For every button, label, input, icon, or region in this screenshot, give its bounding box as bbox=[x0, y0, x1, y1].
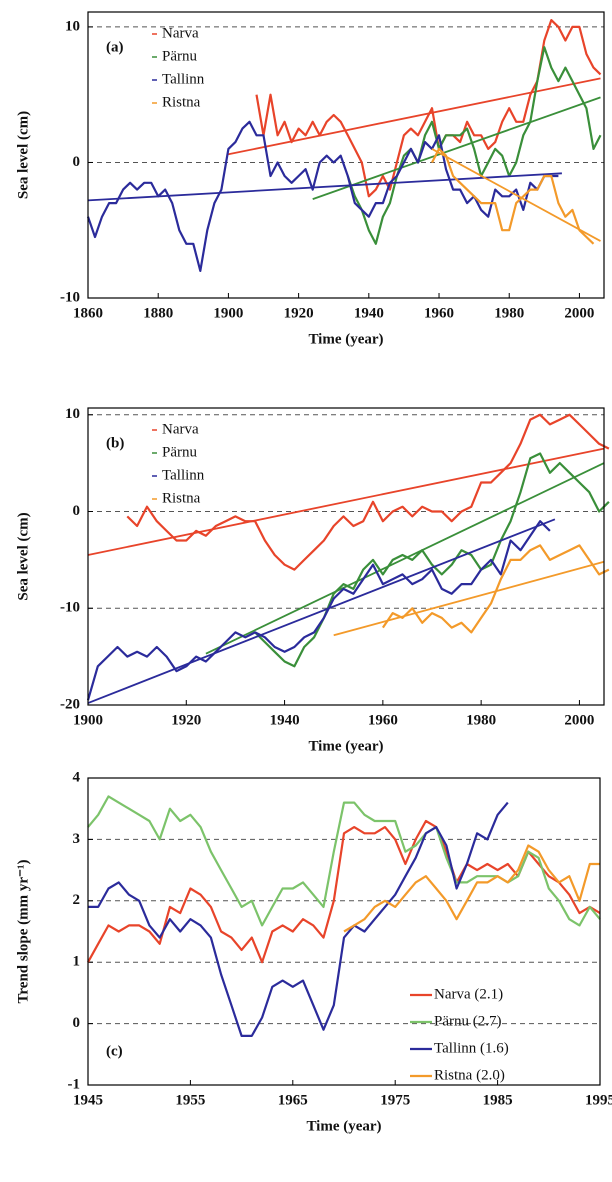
x-tick-label: 1900 bbox=[213, 305, 243, 321]
legend-label: Narva (2.1) bbox=[434, 986, 503, 1002]
plot-frame bbox=[87, 11, 605, 299]
y-tick-label: 4 bbox=[73, 769, 81, 785]
x-tick-label: 1920 bbox=[284, 305, 314, 321]
y-tick-label: -20 bbox=[60, 696, 80, 712]
y-tick-label: 1 bbox=[73, 954, 81, 970]
x-tick-label: 1945 bbox=[73, 1092, 103, 1108]
x-tick-label: 1980 bbox=[466, 712, 496, 728]
trend-line bbox=[205, 462, 605, 655]
x-tick-label: 1940 bbox=[270, 712, 300, 728]
x-tick-label: 1960 bbox=[424, 305, 454, 321]
y-tick-label: -1 bbox=[68, 1076, 81, 1092]
trend-line bbox=[333, 560, 605, 637]
panel-label: (b) bbox=[106, 435, 124, 451]
x-tick-label: 1860 bbox=[73, 305, 103, 321]
y-axis-label: Sea level (cm) bbox=[15, 111, 31, 199]
trend-line bbox=[431, 148, 601, 242]
panel-label: (a) bbox=[106, 39, 124, 55]
x-axis-label: Time (year) bbox=[308, 738, 383, 754]
series-line bbox=[431, 147, 595, 245]
y-tick-label: 2 bbox=[73, 892, 81, 908]
legend-label: Narva bbox=[162, 421, 199, 437]
legend-label: Tallinn (1.6) bbox=[434, 1040, 509, 1056]
series-line bbox=[86, 120, 559, 272]
series-line bbox=[87, 819, 601, 964]
panel-label: (c) bbox=[106, 1043, 123, 1059]
trend-line bbox=[228, 77, 601, 156]
x-axis-label: Time (year) bbox=[308, 331, 383, 347]
trend-line bbox=[312, 96, 601, 200]
y-tick-label: 0 bbox=[73, 503, 81, 519]
x-tick-label: 1960 bbox=[368, 712, 398, 728]
y-tick-label: 0 bbox=[73, 1015, 81, 1031]
y-axis-label: Trend slope (mm yr⁻¹) bbox=[15, 860, 31, 1004]
trend-line bbox=[87, 172, 562, 202]
x-tick-label: 1955 bbox=[175, 1092, 205, 1108]
y-tick-label: 3 bbox=[73, 831, 81, 847]
x-tick-label: 1975 bbox=[380, 1092, 410, 1108]
legend-label: Pärnu (2.7) bbox=[434, 1013, 502, 1029]
x-tick-label: 2000 bbox=[564, 712, 594, 728]
y-tick-label: 0 bbox=[73, 154, 81, 170]
series-line bbox=[88, 801, 509, 1037]
trend-line bbox=[87, 447, 605, 556]
legend-label: Ristna bbox=[162, 490, 201, 506]
series-line bbox=[86, 520, 551, 701]
y-axis-label: Sea level (cm) bbox=[15, 512, 31, 600]
legend-label: Pärnu bbox=[162, 444, 197, 460]
y-tick-label: 10 bbox=[65, 18, 80, 34]
series-line bbox=[126, 413, 610, 571]
legend-label: Pärnu bbox=[162, 48, 197, 64]
series-line bbox=[254, 452, 610, 668]
y-tick-label: 10 bbox=[65, 406, 80, 422]
x-tick-label: 1940 bbox=[354, 305, 384, 321]
series-line bbox=[346, 46, 602, 245]
plot-frame bbox=[87, 407, 605, 706]
trend-line bbox=[87, 518, 556, 704]
legend-label: Tallinn bbox=[162, 467, 205, 483]
x-tick-label: 1900 bbox=[73, 712, 103, 728]
plot-frame bbox=[87, 777, 601, 1086]
series-line bbox=[87, 795, 601, 927]
x-tick-label: 1880 bbox=[143, 305, 173, 321]
legend-label: Tallinn bbox=[162, 71, 205, 87]
x-tick-label: 2000 bbox=[564, 305, 594, 321]
y-tick-label: -10 bbox=[60, 289, 80, 305]
series-line bbox=[343, 844, 600, 933]
legend-label: Narva bbox=[162, 25, 199, 41]
x-tick-label: 1965 bbox=[278, 1092, 308, 1108]
legend-label: Ristna (2.0) bbox=[434, 1067, 505, 1083]
y-tick-label: -10 bbox=[60, 600, 80, 616]
legend-label: Ristna bbox=[162, 94, 201, 110]
series-line bbox=[255, 19, 602, 198]
x-tick-label: 1985 bbox=[483, 1092, 513, 1108]
x-tick-label: 1920 bbox=[171, 712, 201, 728]
x-tick-label: 1995 bbox=[585, 1092, 612, 1108]
x-tick-label: 1980 bbox=[494, 305, 524, 321]
series-line bbox=[381, 544, 610, 634]
x-axis-label: Time (year) bbox=[306, 1118, 381, 1134]
